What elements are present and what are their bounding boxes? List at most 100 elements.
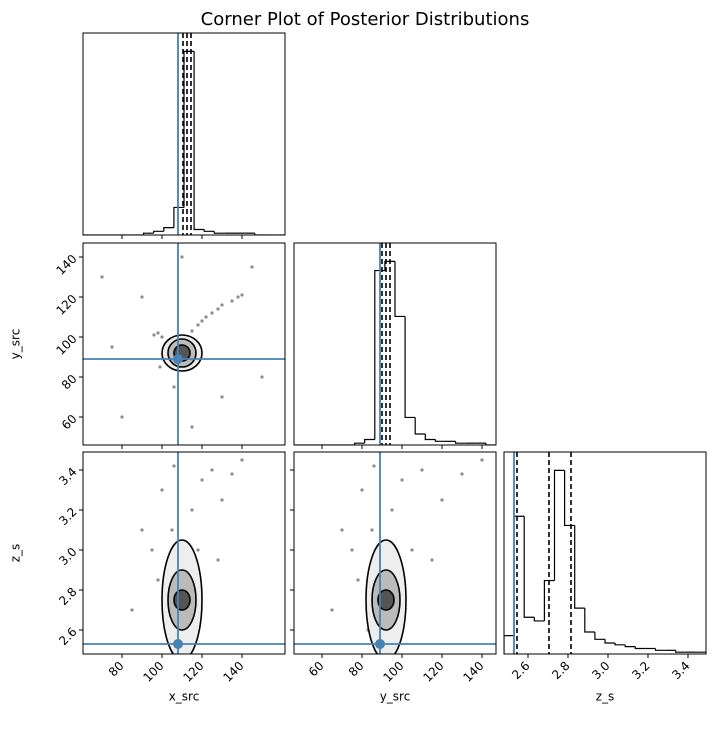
x-tick-label: 2.8 — [549, 659, 572, 682]
histogram-step — [193, 51, 205, 231]
histogram-step — [504, 635, 515, 654]
histogram-step — [654, 648, 666, 651]
chart-title: Corner Plot of Posterior Distributions — [201, 9, 530, 30]
scatter-point — [172, 385, 176, 389]
scatter-point — [170, 528, 174, 532]
histogram-step — [163, 227, 174, 232]
scatter-point — [160, 488, 164, 492]
histogram-step — [254, 233, 265, 235]
y-tick-label: 3.0 — [56, 545, 79, 568]
histogram-step — [203, 229, 215, 232]
scatter-point — [160, 335, 164, 339]
histogram-step — [394, 261, 406, 318]
histogram-step — [553, 469, 565, 581]
scatter-point — [410, 548, 414, 552]
scatter-point — [200, 319, 204, 323]
panel — [83, 33, 285, 235]
scatter-point — [158, 365, 162, 369]
scatter-point — [360, 488, 364, 492]
panel — [83, 243, 285, 445]
scatter-point — [356, 578, 360, 582]
panel-frame — [82, 242, 286, 446]
histogram-step — [594, 631, 605, 640]
scatter-point — [430, 558, 434, 562]
scatter-point — [140, 528, 144, 532]
scatter-point — [220, 303, 224, 307]
truth-point — [173, 639, 183, 649]
histogram-step — [564, 470, 575, 527]
scatter-point — [190, 508, 194, 512]
scatter-point — [210, 468, 214, 472]
y-tick-label: 100 — [53, 332, 79, 358]
scatter-point — [230, 472, 234, 476]
scatter-point — [156, 578, 160, 582]
scatter-point — [172, 464, 176, 468]
histogram-step — [153, 230, 164, 234]
scatter-point — [140, 295, 144, 299]
x-axis-label: y_src — [380, 690, 411, 704]
truth-point — [375, 639, 385, 649]
histogram-step — [543, 579, 555, 621]
x-tick-label: 120 — [420, 659, 446, 685]
scatter-point — [240, 458, 244, 462]
histogram-step — [414, 417, 426, 435]
scatter-point — [152, 333, 156, 337]
y-axis-label: y_src — [9, 329, 23, 360]
histogram-step — [424, 433, 436, 441]
histogram-step — [143, 232, 154, 235]
x-tick-label: 120 — [180, 659, 206, 685]
histogram-step — [384, 260, 395, 271]
scatter-point — [120, 415, 124, 419]
y-tick-label: 140 — [53, 252, 79, 278]
scatter-point — [480, 458, 484, 462]
histogram-step — [455, 441, 466, 444]
scatter-point — [400, 478, 404, 482]
x-tick-label: 80 — [106, 659, 127, 680]
scatter-point — [216, 558, 220, 562]
scatter-point — [180, 255, 184, 259]
y-tick-label: 3.4 — [56, 465, 79, 488]
scatter-point — [420, 468, 424, 472]
histogram-step — [513, 515, 525, 636]
panel-frame — [293, 242, 497, 446]
panel — [294, 452, 496, 654]
scatter-point — [100, 275, 104, 279]
y-tick-label: 2.6 — [56, 625, 79, 648]
panel-frame — [82, 32, 286, 236]
scatter-point — [350, 548, 354, 552]
panel — [83, 452, 285, 654]
histogram-step — [604, 639, 616, 644]
histogram-step — [624, 644, 636, 648]
histogram-step — [434, 439, 446, 442]
scatter-point — [236, 295, 240, 299]
scatter-point — [110, 345, 114, 349]
histogram-step — [404, 316, 416, 419]
x-tick-label: 3.2 — [629, 659, 652, 682]
scatter-point — [390, 508, 394, 512]
scatter-point — [200, 478, 204, 482]
scatter-point — [230, 299, 234, 303]
panel-frame — [503, 451, 707, 655]
scatter-point — [130, 608, 134, 612]
panel-frame — [293, 451, 497, 655]
y-tick-label: 60 — [59, 412, 80, 433]
panel — [504, 452, 706, 654]
scatter-point — [156, 331, 160, 335]
x-axis-label: z_s — [596, 690, 615, 704]
histogram-step — [485, 443, 496, 445]
scatter-point — [372, 464, 376, 468]
histogram-step — [533, 617, 545, 622]
x-tick-label: 2.6 — [509, 659, 532, 682]
histogram-step — [584, 608, 595, 633]
histogram-step — [173, 206, 184, 228]
scatter-point — [260, 375, 264, 379]
contour — [377, 589, 395, 611]
x-tick-label: 140 — [220, 659, 246, 685]
x-tick-label: 140 — [460, 659, 486, 685]
scatter-point — [150, 548, 154, 552]
scatter-point — [460, 472, 464, 476]
y-tick-label: 80 — [59, 372, 80, 393]
scatter-point — [340, 528, 344, 532]
scatter-point — [220, 498, 224, 502]
